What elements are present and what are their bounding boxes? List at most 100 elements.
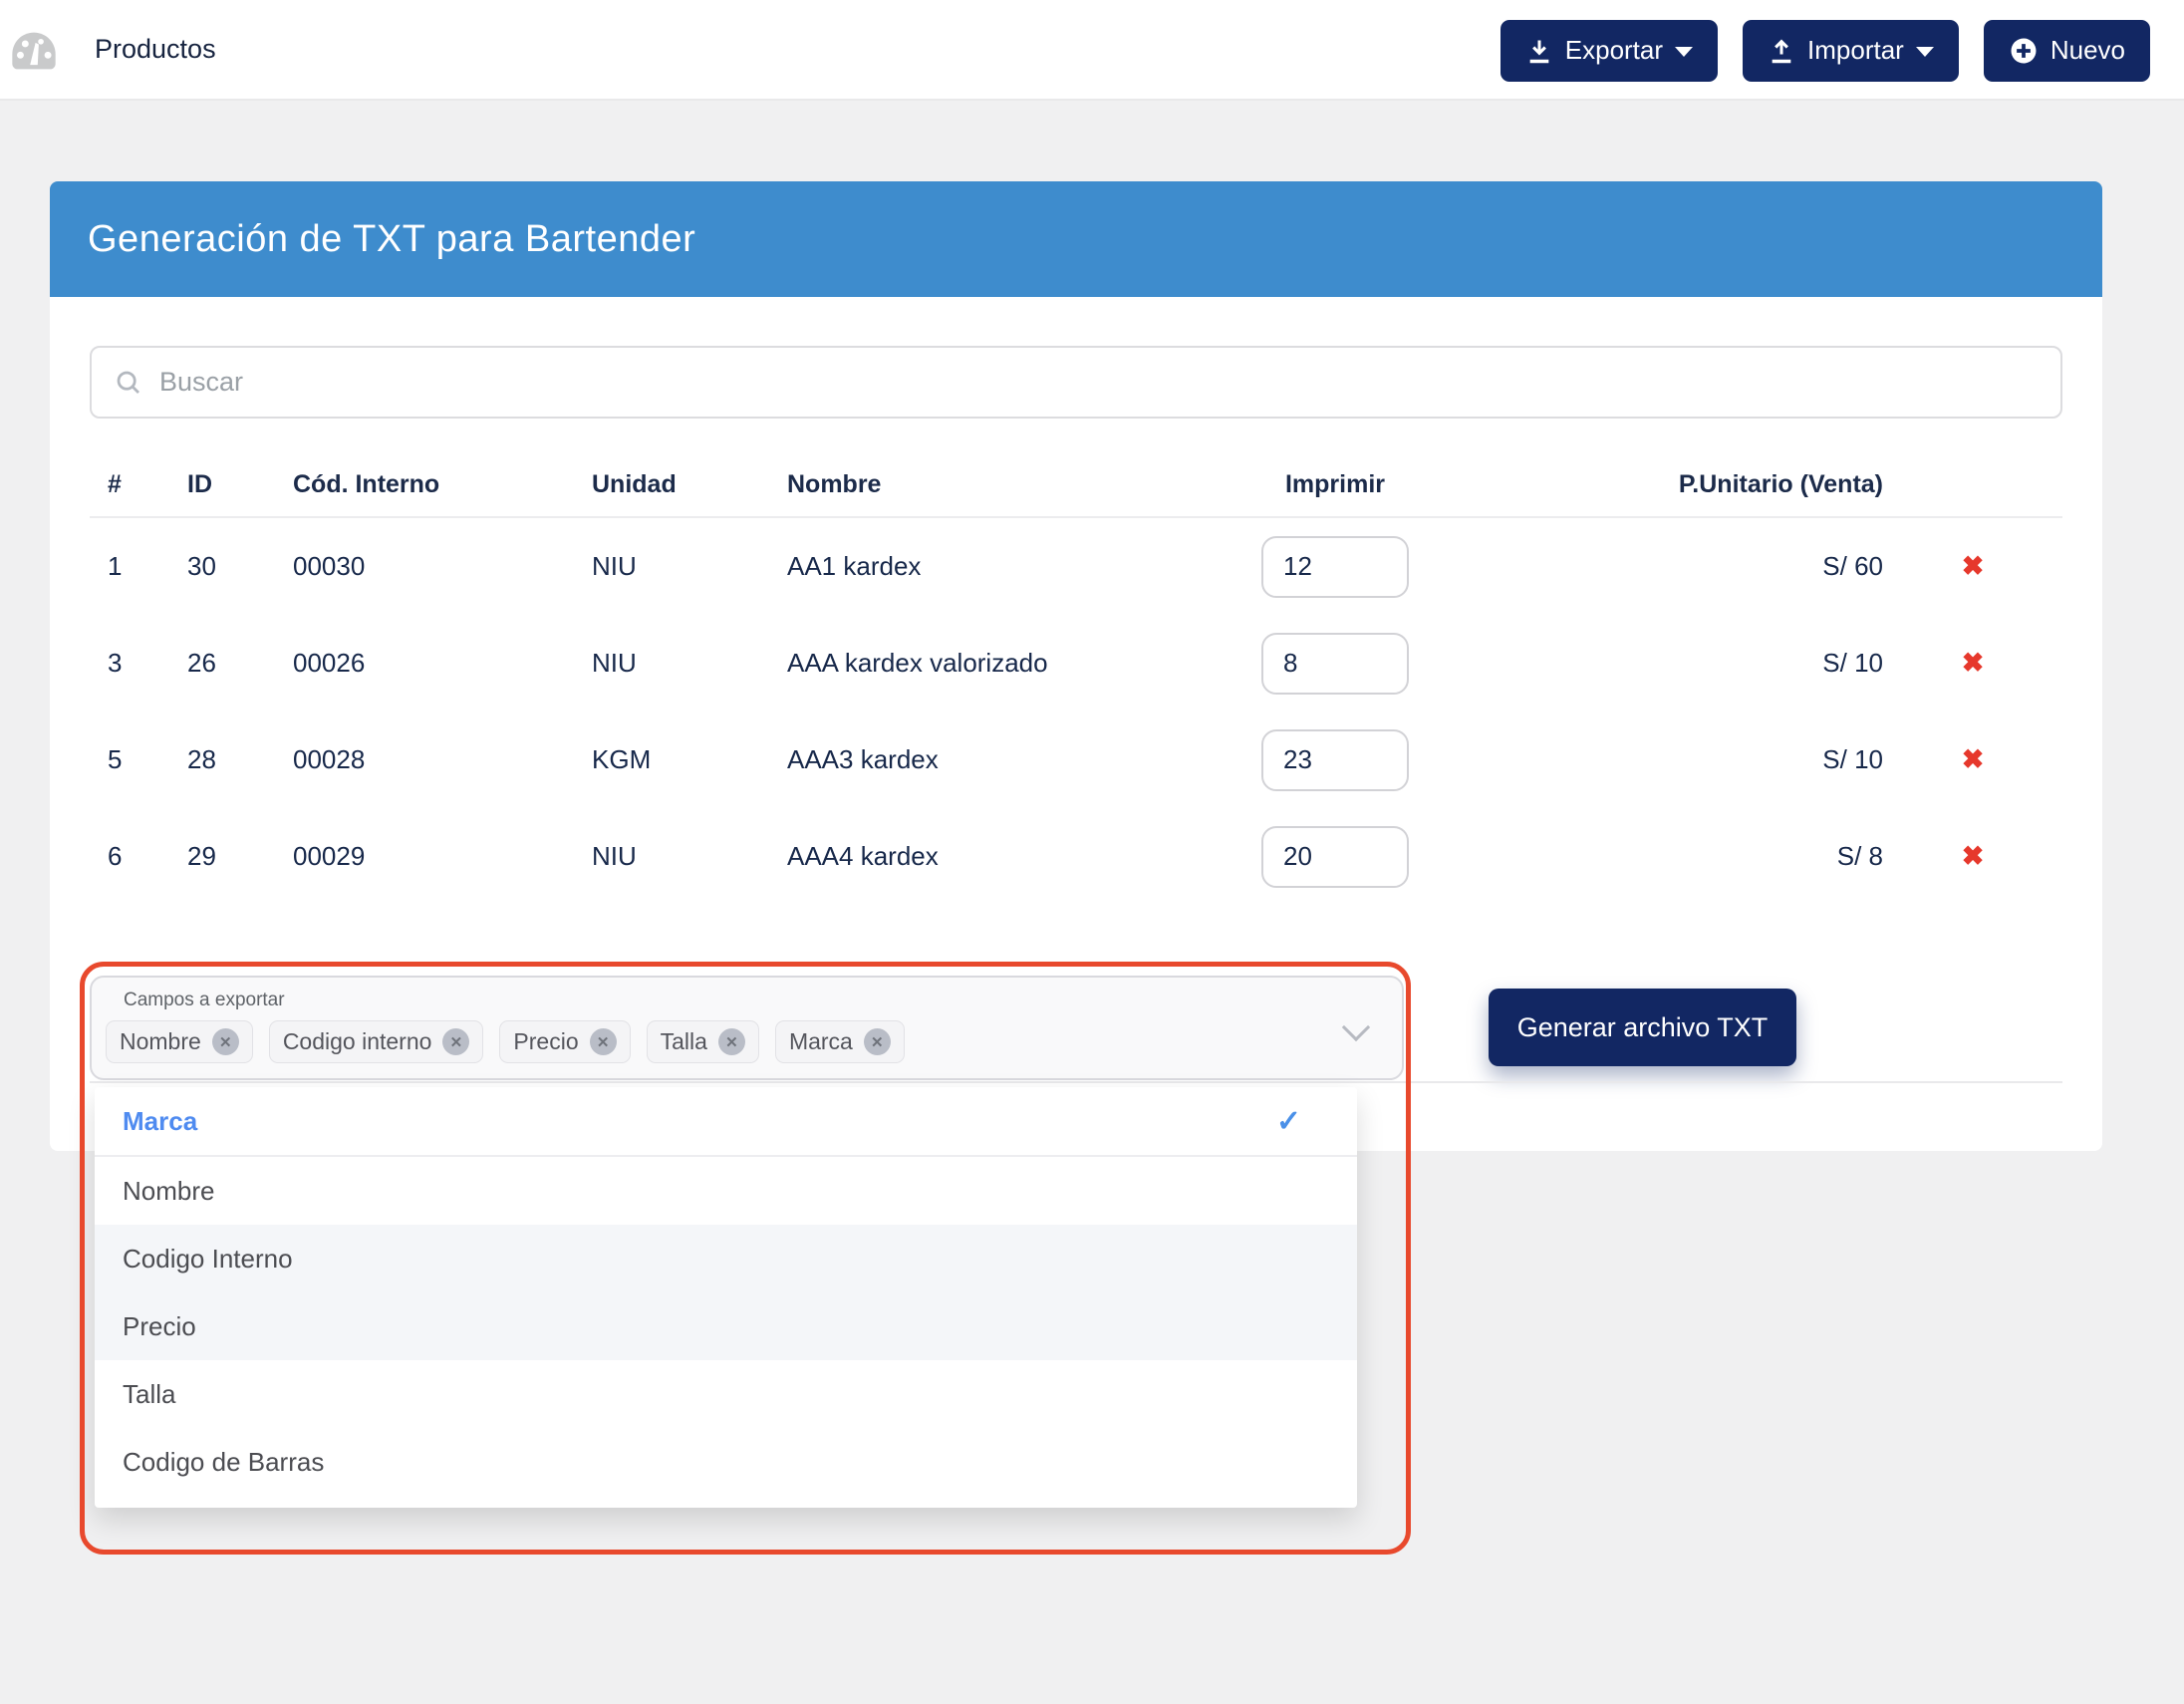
remove-tag-icon[interactable]: ✕ bbox=[863, 1028, 891, 1055]
option-label: Codigo Interno bbox=[123, 1243, 293, 1274]
cell-nombre: AA1 kardex bbox=[787, 551, 922, 581]
tag-label: Codigo interno bbox=[282, 1028, 432, 1054]
cell-precio: S/ 10 bbox=[1822, 744, 1883, 774]
cell-cod: 00028 bbox=[293, 744, 366, 774]
cell-precio: S/ 60 bbox=[1822, 551, 1883, 581]
col-num: # bbox=[108, 470, 122, 498]
tag-nombre: Nombre ✕ bbox=[106, 1020, 253, 1063]
selected-tags: Nombre ✕ Codigo interno ✕ Precio ✕ Talla… bbox=[106, 1020, 1402, 1063]
dropdown-option-codigo-interno[interactable]: Codigo Interno bbox=[95, 1225, 1357, 1292]
cell-num: 3 bbox=[108, 648, 123, 678]
import-button[interactable]: Importar bbox=[1743, 19, 1959, 82]
cell-num: 1 bbox=[108, 551, 123, 581]
cell-nombre: AAA4 kardex bbox=[787, 841, 939, 871]
cell-cod: 00030 bbox=[293, 551, 366, 581]
import-button-label: Importar bbox=[1807, 35, 1904, 65]
generate-txt-button[interactable]: Generar archivo TXT bbox=[1489, 989, 1796, 1066]
cell-id: 28 bbox=[187, 744, 216, 774]
new-button-label: Nuevo bbox=[2049, 35, 2125, 65]
tag-label: Marca bbox=[788, 1028, 853, 1054]
col-unidad: Unidad bbox=[592, 470, 677, 498]
remove-tag-icon[interactable]: ✕ bbox=[717, 1028, 745, 1055]
table-row: 6 29 00029 NIU AAA4 kardex S/ 8 ✖ bbox=[90, 808, 2062, 905]
print-qty-input[interactable] bbox=[1261, 535, 1409, 598]
cell-precio: S/ 10 bbox=[1822, 648, 1883, 678]
card-title: Generación de TXT para Bartender bbox=[88, 217, 696, 260]
remove-tag-icon[interactable]: ✕ bbox=[589, 1028, 617, 1055]
tag-label: Talla bbox=[660, 1028, 707, 1054]
cell-unidad: NIU bbox=[592, 551, 637, 581]
col-id: ID bbox=[187, 470, 212, 498]
delete-row-icon[interactable]: ✖ bbox=[1956, 842, 1991, 871]
dropdown-option-nombre[interactable]: Nombre bbox=[95, 1157, 1357, 1225]
delete-row-icon[interactable]: ✖ bbox=[1956, 745, 1991, 774]
card-header: Generación de TXT para Bartender bbox=[50, 181, 2102, 297]
dropdown-option-codigo-de-barras[interactable]: Codigo de Barras bbox=[95, 1428, 1357, 1496]
tag-codigo-interno: Codigo interno ✕ bbox=[268, 1020, 484, 1063]
tag-label: Nombre bbox=[120, 1028, 201, 1054]
col-imprimir: Imprimir bbox=[1284, 470, 1386, 498]
dropdown-option-talla[interactable]: Talla bbox=[95, 1360, 1357, 1428]
print-qty-input[interactable] bbox=[1261, 825, 1409, 888]
cell-num: 6 bbox=[108, 841, 123, 871]
table-row: 5 28 00028 KGM AAA3 kardex S/ 10 ✖ bbox=[90, 711, 2062, 808]
export-section: Campos a exportar Nombre ✕ Codigo intern… bbox=[90, 976, 2062, 1080]
col-nombre: Nombre bbox=[787, 470, 882, 498]
tag-precio: Precio ✕ bbox=[499, 1020, 631, 1063]
txt-generation-card: Generación de TXT para Bartender # ID Có… bbox=[50, 181, 2102, 1151]
search-input[interactable] bbox=[157, 366, 2039, 399]
cell-cod: 00026 bbox=[293, 648, 366, 678]
option-label: Talla bbox=[123, 1378, 176, 1409]
tag-marca: Marca ✕ bbox=[774, 1020, 905, 1063]
print-qty-input[interactable] bbox=[1261, 632, 1409, 695]
table-row: 3 26 00026 NIU AAA kardex valorizado S/ … bbox=[90, 615, 2062, 711]
check-icon: ✓ bbox=[1275, 1105, 1301, 1138]
cell-cod: 00029 bbox=[293, 841, 366, 871]
new-button[interactable]: Nuevo bbox=[1983, 19, 2150, 82]
fields-multiselect-label: Campos a exportar bbox=[124, 990, 285, 1010]
cell-nombre: AAA kardex valorizado bbox=[787, 648, 1048, 678]
cell-unidad: KGM bbox=[592, 744, 652, 774]
delete-row-icon[interactable]: ✖ bbox=[1956, 552, 1991, 581]
cell-id: 29 bbox=[187, 841, 216, 871]
table-header: # ID Cód. Interno Unidad Nombre Imprimir… bbox=[90, 453, 2062, 518]
cell-num: 5 bbox=[108, 744, 123, 774]
cell-id: 26 bbox=[187, 648, 216, 678]
dropdown-option-marca[interactable]: Marca ✓ bbox=[95, 1088, 1357, 1157]
option-label: Nombre bbox=[123, 1175, 215, 1206]
export-button-label: Exportar bbox=[1564, 35, 1664, 65]
cell-unidad: NIU bbox=[592, 648, 637, 678]
table-row: 1 30 00030 NIU AA1 kardex S/ 60 ✖ bbox=[90, 518, 2062, 615]
option-label: Marca bbox=[123, 1106, 198, 1136]
col-precio: P.Unitario (Venta) bbox=[1678, 470, 1883, 498]
caret-down-icon bbox=[1675, 47, 1694, 57]
cell-unidad: NIU bbox=[592, 841, 637, 871]
option-label: Codigo de Barras bbox=[123, 1446, 325, 1477]
section-divider bbox=[90, 1081, 2062, 1083]
cell-nombre: AAA3 kardex bbox=[787, 744, 939, 774]
cell-precio: S/ 8 bbox=[1836, 841, 1883, 871]
top-bar: Productos Exportar Importar bbox=[0, 0, 2184, 101]
cell-id: 30 bbox=[187, 551, 216, 581]
search-icon bbox=[117, 371, 139, 394]
dropdown-option-precio[interactable]: Precio bbox=[95, 1292, 1357, 1360]
download-icon bbox=[1529, 40, 1549, 63]
fields-multiselect[interactable]: Campos a exportar Nombre ✕ Codigo intern… bbox=[90, 976, 1404, 1080]
print-qty-input[interactable] bbox=[1261, 728, 1409, 791]
fields-dropdown-panel: Marca ✓ Nombre Codigo Interno Precio Tal… bbox=[95, 1087, 1357, 1508]
export-button[interactable]: Exportar bbox=[1500, 19, 1719, 82]
caret-down-icon bbox=[1915, 47, 1934, 57]
search-box bbox=[90, 346, 2062, 419]
tag-label: Precio bbox=[513, 1028, 579, 1054]
dashboard-gauge-icon bbox=[12, 32, 56, 70]
remove-tag-icon[interactable]: ✕ bbox=[442, 1028, 470, 1055]
delete-row-icon[interactable]: ✖ bbox=[1956, 649, 1991, 678]
remove-tag-icon[interactable]: ✕ bbox=[211, 1028, 239, 1055]
plus-circle-icon bbox=[2011, 38, 2037, 63]
upload-icon bbox=[1772, 39, 1791, 63]
topbar-actions: Exportar Importar Nuevo bbox=[1500, 0, 2150, 101]
tag-talla: Talla ✕ bbox=[646, 1020, 759, 1063]
page-title: Productos bbox=[95, 34, 216, 64]
col-cod-interno: Cód. Interno bbox=[293, 470, 440, 498]
